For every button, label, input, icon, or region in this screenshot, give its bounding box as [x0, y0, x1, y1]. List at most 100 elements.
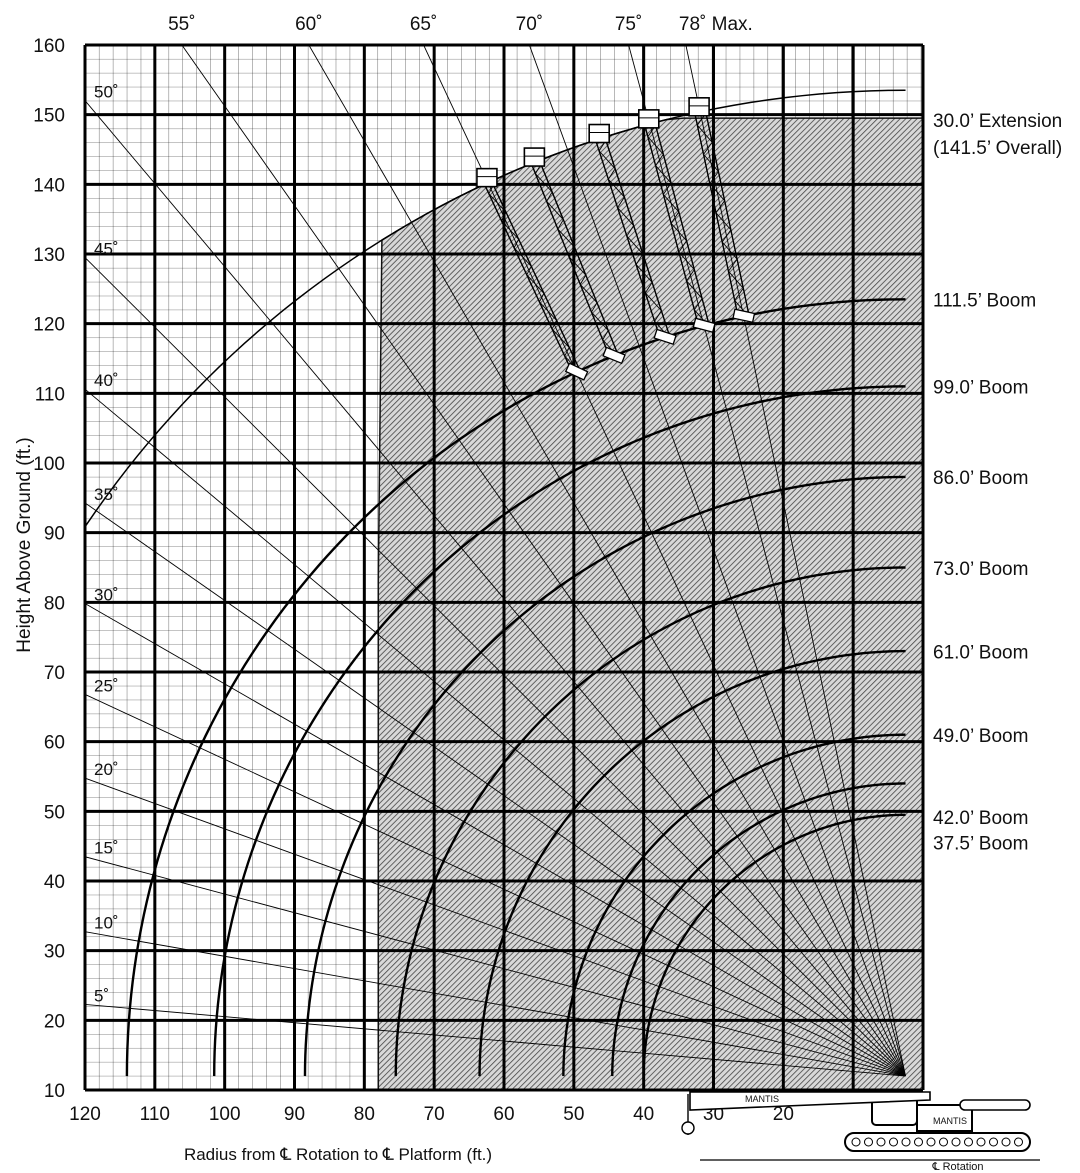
boom-arc — [642, 813, 906, 1077]
track-roller — [951, 1137, 961, 1147]
lattice-member — [513, 239, 520, 248]
y-tick-label: 90 — [44, 524, 65, 545]
boom-label: 37.5’ Boom — [933, 834, 1028, 855]
lattice-member — [564, 347, 570, 357]
y-tick-label: 130 — [33, 245, 65, 266]
boom-arc — [611, 782, 906, 1077]
angle-label-left: 10˚ — [94, 914, 119, 933]
boom-extension — [588, 123, 677, 346]
y-tick-label: 70 — [44, 663, 65, 684]
y-tick-label: 100 — [33, 454, 65, 475]
boom-angle-lines — [85, 45, 906, 1077]
track-roller — [1001, 1137, 1011, 1147]
x-tick-label: 20 — [773, 1104, 794, 1125]
angle-label-left: 25˚ — [94, 676, 119, 695]
lattice-member — [663, 194, 680, 213]
lattice-member — [551, 320, 558, 330]
angle-label-left: 15˚ — [94, 839, 119, 858]
lattice-member — [501, 220, 519, 240]
angle-line — [85, 856, 906, 1077]
lattice-member — [535, 173, 553, 193]
boom-joint — [653, 328, 677, 346]
angle-label-top: 60˚ — [295, 14, 322, 35]
working-envelope — [377, 117, 923, 1090]
boom-positions — [476, 97, 756, 381]
boom-label: 73.0’ Boom — [933, 559, 1028, 580]
angle-label-top: 65˚ — [410, 14, 437, 35]
stowed-boom — [689, 1091, 931, 1111]
lattice-member — [715, 200, 725, 214]
boom-label: 42.0’ Boom — [933, 808, 1028, 829]
lattice-member — [635, 264, 653, 283]
lattice-member — [488, 193, 507, 213]
angle-line — [308, 45, 906, 1077]
angle-line — [85, 931, 906, 1077]
y-axis-title: Height Above Ground (ft.) — [14, 437, 35, 652]
y-tick-label: 30 — [44, 942, 65, 963]
angle-label-top: 78˚ Max. — [679, 14, 753, 35]
y-axis-ticks: 160 150 140 130 120 110 100 90 80 70 60 50 40 30 20 10 — [33, 36, 65, 1102]
lattice-member — [721, 229, 732, 243]
lattice-member — [608, 178, 625, 198]
angle-line — [85, 388, 906, 1077]
lattice-member — [526, 266, 532, 276]
track-roller — [939, 1137, 948, 1147]
extension-chord — [605, 140, 672, 340]
y-tick-label: 110 — [35, 384, 65, 405]
lattice-member — [526, 274, 545, 294]
boom-arc — [394, 566, 906, 1077]
boom-label: 111.5’ Boom — [933, 290, 1036, 311]
lattice-member — [715, 212, 732, 231]
boom-joint — [692, 317, 716, 333]
angle-label-left: 50˚ — [94, 83, 119, 102]
lattice-member — [670, 222, 687, 242]
platform — [476, 167, 498, 188]
y-tick-label: 60 — [44, 733, 65, 754]
y-tick-label: 140 — [33, 175, 65, 196]
lattice-member — [696, 124, 713, 143]
hook — [681, 1121, 695, 1135]
boom-joint — [602, 346, 626, 365]
y-tick-label: 80 — [44, 593, 65, 614]
lattice-member — [579, 284, 598, 304]
lattice-member — [591, 302, 598, 313]
lattice-member — [662, 182, 672, 195]
y-tick-label: 150 — [33, 106, 65, 127]
lattice-member — [647, 136, 664, 155]
angle-label-left: 30˚ — [94, 585, 119, 604]
lattice-member — [539, 293, 545, 303]
platform — [523, 147, 546, 167]
envelope-area — [377, 117, 923, 1090]
lattice-member — [568, 256, 587, 276]
angle-label-left: 20˚ — [94, 760, 119, 779]
boom-label: 99.0’ Boom — [933, 378, 1028, 399]
extension-chord — [705, 112, 751, 318]
lattice-member — [655, 154, 664, 166]
boom-arcs — [85, 89, 906, 1077]
lattice-member — [709, 183, 725, 201]
x-tick-label: 50 — [563, 1104, 584, 1125]
y-tick-label: 120 — [33, 315, 65, 336]
x-tick-label: 100 — [209, 1104, 241, 1125]
lattice-member — [721, 241, 738, 260]
lattice-member — [546, 191, 553, 202]
lattice-member — [645, 292, 662, 312]
track-roller — [851, 1137, 861, 1147]
x-tick-label: 60 — [493, 1104, 514, 1125]
lattice-member — [539, 301, 557, 321]
extension-chord — [654, 125, 711, 328]
lattice-member — [678, 251, 695, 270]
x-tick-label: 70 — [424, 1104, 445, 1125]
angle-line — [85, 1003, 906, 1077]
lattice-member — [686, 280, 703, 299]
track-roller — [889, 1137, 898, 1147]
lattice-member — [551, 328, 570, 348]
boom-extension — [476, 167, 589, 381]
lattice-member — [579, 274, 587, 285]
crawler-track — [844, 1132, 1031, 1152]
crane-model-label: MANTIS — [933, 1116, 967, 1126]
track-roller — [914, 1137, 923, 1147]
boom-label: 86.0’ Boom — [933, 468, 1028, 489]
angle-line — [85, 602, 906, 1077]
lattice-member — [598, 150, 616, 170]
